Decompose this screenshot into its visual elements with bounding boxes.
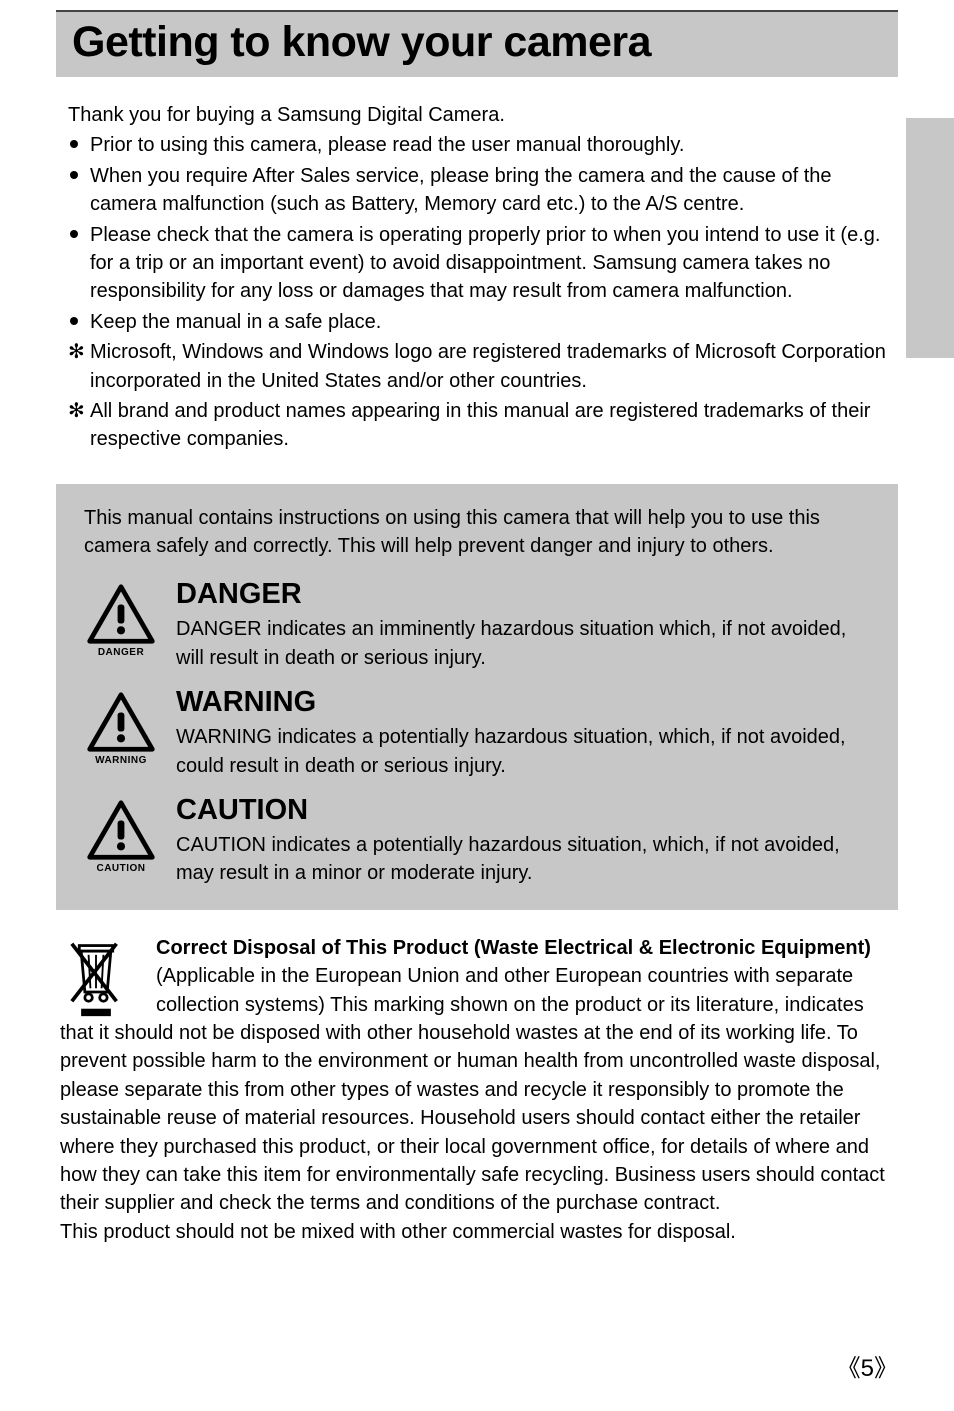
bullet-dot-icon xyxy=(70,171,78,179)
weee-bin-icon xyxy=(68,940,138,1018)
safety-lead: This manual contains instructions on usi… xyxy=(84,504,870,561)
safety-box: This manual contains instructions on usi… xyxy=(56,484,898,910)
disposal-title: Correct Disposal of This Product (Waste … xyxy=(156,937,871,959)
asterisk-icon: ✻ xyxy=(68,397,85,425)
bullet-item: Prior to using this camera, please read … xyxy=(68,131,886,159)
bullet-dot-icon xyxy=(70,317,78,325)
bullet-item: When you require After Sales service, pl… xyxy=(68,162,886,219)
bullet-text: When you require After Sales service, pl… xyxy=(90,165,832,215)
footnote-text: Microsoft, Windows and Windows logo are … xyxy=(90,341,886,391)
bullet-dot-icon xyxy=(70,230,78,238)
hazard-caution: CAUTION CAUTION CAUTION indicates a pote… xyxy=(84,794,870,888)
caution-icon: CAUTION xyxy=(84,794,158,874)
disposal-last-line: This product should not be mixed with ot… xyxy=(60,1221,736,1243)
danger-text: DANGER indicates an imminently hazardous… xyxy=(176,615,870,672)
page-number: 《5》 xyxy=(837,1348,898,1383)
hazard-warning: WARNING WARNING WARNING indicates a pote… xyxy=(84,686,870,780)
danger-heading: DANGER xyxy=(176,578,870,611)
page-number-value: 5 xyxy=(861,1355,874,1382)
hazard-danger: DANGER DANGER DANGER indicates an immine… xyxy=(84,578,870,672)
disposal-body: (Applicable in the European Union and ot… xyxy=(60,965,885,1214)
intro-block: Thank you for buying a Samsung Digital C… xyxy=(56,101,898,454)
caution-icon-label: CAUTION xyxy=(84,863,158,874)
caution-text: CAUTION indicates a potentially hazardou… xyxy=(176,831,870,888)
caution-heading: CAUTION xyxy=(176,794,870,827)
bullet-text: Keep the manual in a safe place. xyxy=(90,311,381,333)
disposal-section: Correct Disposal of This Product (Waste … xyxy=(56,934,898,1246)
footnote-text: All brand and product names appearing in… xyxy=(90,400,870,450)
bullet-item: Keep the manual in a safe place. xyxy=(68,308,886,336)
side-tab xyxy=(906,118,954,358)
page-title: Getting to know your camera xyxy=(72,18,882,67)
danger-icon: DANGER xyxy=(84,578,158,658)
footnote-item: ✻Microsoft, Windows and Windows logo are… xyxy=(68,338,886,395)
footnote-item: ✻All brand and product names appearing i… xyxy=(68,397,886,454)
warning-icon: WARNING xyxy=(84,686,158,766)
bullet-text: Prior to using this camera, please read … xyxy=(90,134,684,156)
page-content: Getting to know your camera Thank you fo… xyxy=(0,10,954,1246)
intro-line: Thank you for buying a Samsung Digital C… xyxy=(68,101,886,129)
danger-icon-label: DANGER xyxy=(84,647,158,658)
warning-heading: WARNING xyxy=(176,686,870,719)
warning-icon-label: WARNING xyxy=(84,755,158,766)
warning-text: WARNING indicates a potentially hazardou… xyxy=(176,723,870,780)
title-bar: Getting to know your camera xyxy=(56,10,898,77)
bullet-item: Please check that the camera is operatin… xyxy=(68,221,886,306)
bullet-text: Please check that the camera is operatin… xyxy=(90,224,880,303)
asterisk-icon: ✻ xyxy=(68,338,85,366)
bullet-dot-icon xyxy=(70,140,78,148)
